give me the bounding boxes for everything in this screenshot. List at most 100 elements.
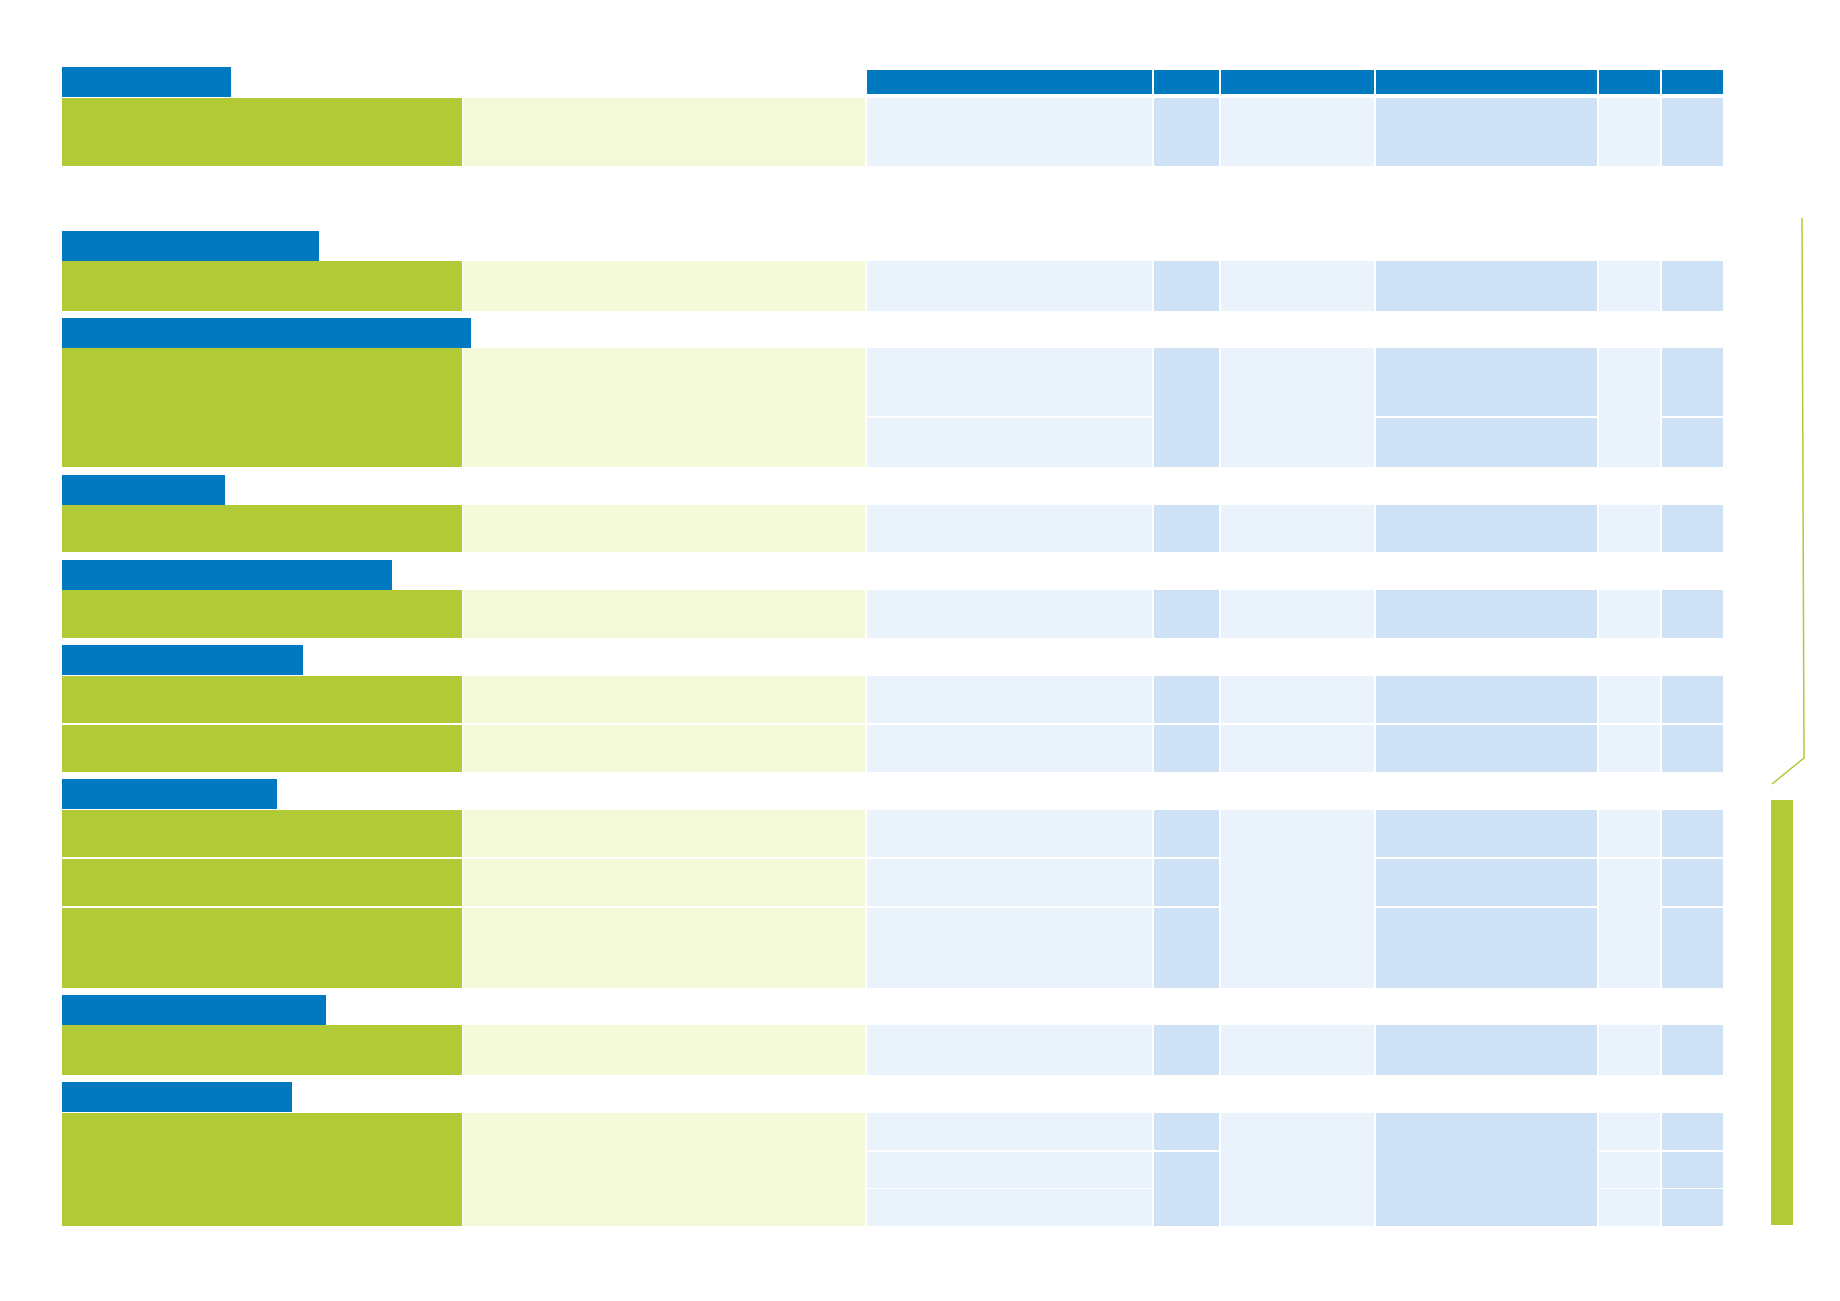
data-cell [1221, 725, 1374, 772]
data-cell [1662, 810, 1723, 857]
data-cell [1662, 98, 1723, 166]
data-cell [1154, 1025, 1219, 1075]
section-heading-1 [62, 67, 231, 97]
data-cell [867, 676, 1152, 723]
data-cell [1599, 505, 1660, 552]
column-header-2 [1154, 70, 1219, 94]
data-cell [1376, 348, 1597, 416]
data-cell [1221, 810, 1374, 988]
data-cell [1376, 908, 1597, 988]
data-cell [1376, 505, 1597, 552]
section-heading-6 [62, 645, 303, 675]
row-label-cell [62, 1025, 462, 1075]
row-description-cell [463, 908, 865, 988]
data-cell [1599, 1113, 1660, 1150]
data-cell [1662, 1113, 1723, 1150]
data-cell [1662, 725, 1723, 772]
data-cell [1599, 261, 1660, 311]
section-label-cell [62, 1113, 462, 1226]
data-cell [867, 590, 1152, 638]
data-cell [1376, 810, 1597, 857]
row-description-cell [463, 590, 865, 638]
column-header-1 [867, 70, 1152, 94]
data-cell [1154, 1113, 1219, 1150]
data-cell [867, 261, 1152, 311]
section-label-cell [62, 348, 462, 467]
row-description-cell [463, 1025, 865, 1075]
data-cell [1662, 348, 1723, 416]
data-cell [867, 348, 1152, 416]
data-cell [1599, 98, 1660, 166]
column-header-3 [1221, 70, 1374, 94]
data-cell [1221, 676, 1374, 723]
data-cell [1662, 1189, 1723, 1226]
data-cell [1154, 590, 1219, 638]
data-cell [1599, 1152, 1660, 1188]
data-cell [867, 810, 1152, 857]
column-header-6 [1662, 70, 1723, 94]
row-label-cell [62, 859, 462, 906]
data-cell [1221, 1113, 1374, 1226]
data-cell [1662, 261, 1723, 311]
data-cell [1376, 261, 1597, 311]
data-cell [1154, 98, 1219, 166]
data-cell [1154, 261, 1219, 311]
data-cell [1154, 348, 1219, 467]
row-label-cell [62, 810, 462, 857]
section-description-cell [463, 1113, 865, 1226]
data-cell [1154, 810, 1219, 857]
data-cell [1154, 676, 1219, 723]
section-heading-4 [62, 475, 225, 505]
data-cell [1599, 1189, 1660, 1226]
data-cell [1221, 98, 1374, 166]
data-cell [1662, 1152, 1723, 1188]
row-label-cell [62, 725, 462, 772]
data-cell [867, 505, 1152, 552]
row-label-cell [62, 590, 462, 638]
data-cell [1376, 859, 1597, 906]
data-cell [1221, 505, 1374, 552]
row-label-cell [62, 261, 462, 311]
data-cell [1662, 590, 1723, 638]
data-cell [1154, 908, 1219, 988]
row-description-cell [463, 810, 865, 857]
data-cell [867, 725, 1152, 772]
row-description-cell [463, 98, 865, 166]
data-cell [1662, 505, 1723, 552]
data-cell [867, 1025, 1152, 1075]
row-description-cell [463, 261, 865, 311]
column-header-5 [1599, 70, 1660, 94]
data-cell [867, 98, 1152, 166]
section-heading-5 [62, 560, 392, 590]
data-cell [1376, 590, 1597, 638]
row-description-cell [463, 859, 865, 906]
row-description-cell [463, 725, 865, 772]
row-label-cell [62, 908, 462, 988]
data-cell [1221, 1025, 1374, 1075]
data-cell [1662, 676, 1723, 723]
section-heading-8 [62, 995, 326, 1025]
data-cell [1154, 859, 1219, 906]
data-cell [1599, 676, 1660, 723]
data-cell [867, 1152, 1152, 1188]
row-description-cell [463, 505, 865, 552]
section-heading-7 [62, 779, 277, 809]
data-cell [1599, 348, 1660, 467]
data-cell [1376, 98, 1597, 166]
data-cell [867, 1189, 1152, 1226]
data-cell [1376, 725, 1597, 772]
data-cell [1599, 859, 1660, 988]
data-cell [1599, 590, 1660, 638]
data-cell [867, 908, 1152, 988]
data-cell [1662, 1025, 1723, 1075]
data-cell [1662, 859, 1723, 906]
data-cell [1154, 725, 1219, 772]
data-cell [1662, 418, 1723, 467]
side-accent-bar [1771, 800, 1793, 1225]
data-cell [1154, 1152, 1219, 1226]
data-cell [1154, 505, 1219, 552]
row-label-cell [62, 676, 462, 723]
bracket-line [1771, 217, 1805, 785]
data-cell [1662, 908, 1723, 988]
